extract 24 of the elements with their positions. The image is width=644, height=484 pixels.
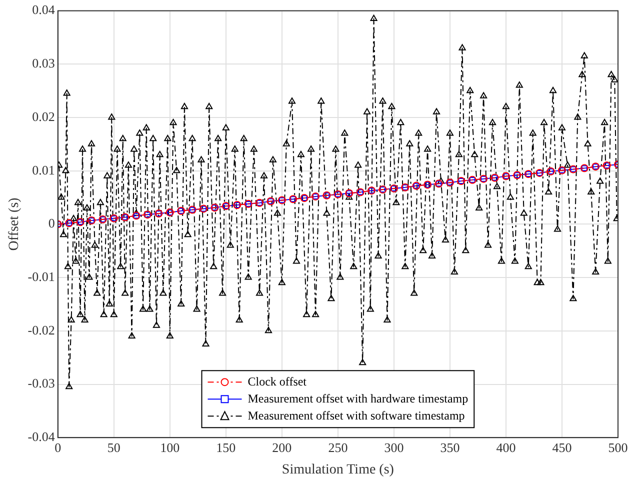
x-tick-label: 150 — [216, 440, 236, 455]
x-tick-label: 400 — [496, 440, 516, 455]
y-tick-label: -0.03 — [28, 376, 55, 391]
x-tick-label: 250 — [328, 440, 348, 455]
y-tick-label: -0.02 — [28, 322, 55, 338]
legend-label: Measurement offset with software timestamp — [248, 408, 465, 422]
legend-label: Measurement offset with hardware timestamp — [248, 391, 468, 406]
y-tick-label: 0.04 — [32, 2, 56, 18]
x-tick-label: 50 — [107, 440, 120, 455]
y-tick-label: 0 — [48, 216, 55, 231]
x-tick-label: 350 — [440, 440, 460, 455]
y-axis-title: Offset (s) — [7, 197, 22, 251]
legend-label: Clock offset — [248, 374, 308, 388]
y-tick-label: -0.01 — [28, 268, 55, 284]
x-tick-label: 450 — [552, 440, 572, 455]
y-tick-label: 0.03 — [32, 56, 55, 71]
y-tick-label: 0.02 — [32, 108, 55, 124]
x-tick-label: 100 — [160, 440, 180, 455]
x-tick-label: 200 — [272, 440, 292, 455]
x-axis-title: Simulation Time (s) — [282, 462, 394, 478]
x-tick-label: 300 — [384, 440, 404, 455]
y-tick-label: 0.01 — [32, 162, 55, 178]
y-tick-label: -0.04 — [28, 429, 56, 444]
x-tick-label: 500 — [608, 440, 628, 455]
